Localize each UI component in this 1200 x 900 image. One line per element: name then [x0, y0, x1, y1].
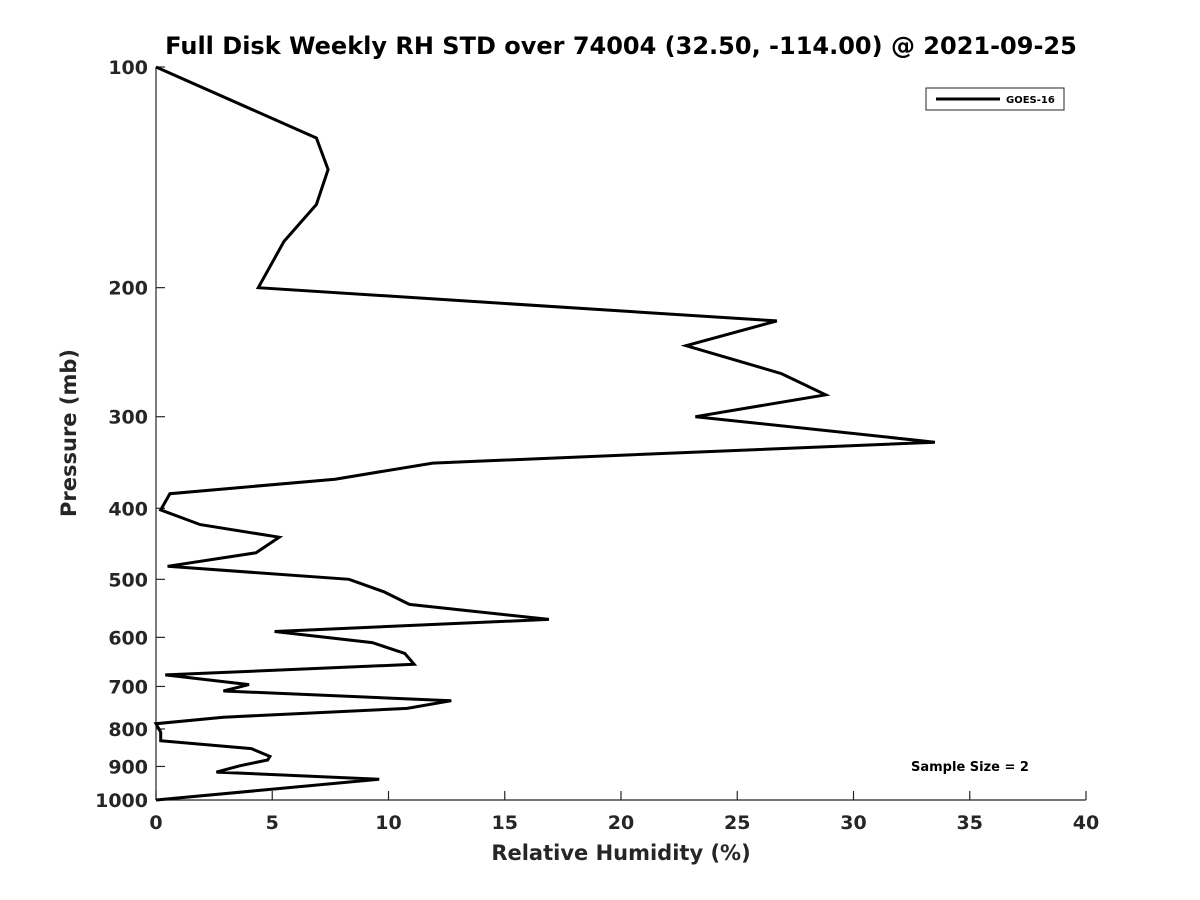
- y-ticks: 100 200 300 400 500 600 700 800 900 1000: [95, 57, 165, 812]
- x-tick-label: 25: [724, 812, 750, 834]
- x-ticks: 0 5 10 15 20 25 30 35 40: [149, 791, 1099, 834]
- plot-area: 0 5 10 15 20 25 30 35 40 100 200 300 400 500 600 700 80…: [95, 57, 1099, 834]
- y-tick-label: 500: [108, 569, 148, 591]
- x-tick-label: 10: [375, 812, 401, 834]
- legend-label: GOES-16: [1006, 95, 1055, 106]
- x-tick-label: 40: [1073, 812, 1099, 834]
- y-tick-label: 800: [108, 719, 148, 741]
- y-tick-label: 400: [108, 498, 148, 520]
- y-tick-label: 200: [108, 278, 148, 300]
- x-tick-label: 5: [266, 812, 279, 834]
- y-tick-label: 1000: [95, 790, 148, 812]
- y-tick-label: 700: [108, 676, 148, 698]
- y-tick-label: 900: [108, 756, 148, 778]
- x-tick-label: 0: [149, 812, 162, 834]
- sample-size-annotation: Sample Size = 2: [911, 760, 1029, 775]
- x-tick-label: 20: [608, 812, 634, 834]
- series-line-goes-16: [153, 65, 936, 802]
- y-tick-label: 600: [108, 627, 148, 649]
- series-layer: [153, 65, 936, 802]
- x-tick-label: 30: [840, 812, 866, 834]
- x-tick-label: 15: [492, 812, 518, 834]
- chart-title: Full Disk Weekly RH STD over 74004 (32.5…: [165, 32, 1077, 60]
- y-axis-label: Pressure (mb): [57, 349, 81, 517]
- y-tick-label: 100: [108, 57, 148, 79]
- legend: GOES-16: [925, 87, 1065, 111]
- x-axis-label: Relative Humidity (%): [491, 841, 750, 865]
- x-tick-label: 35: [957, 812, 983, 834]
- y-tick-label: 300: [108, 407, 148, 429]
